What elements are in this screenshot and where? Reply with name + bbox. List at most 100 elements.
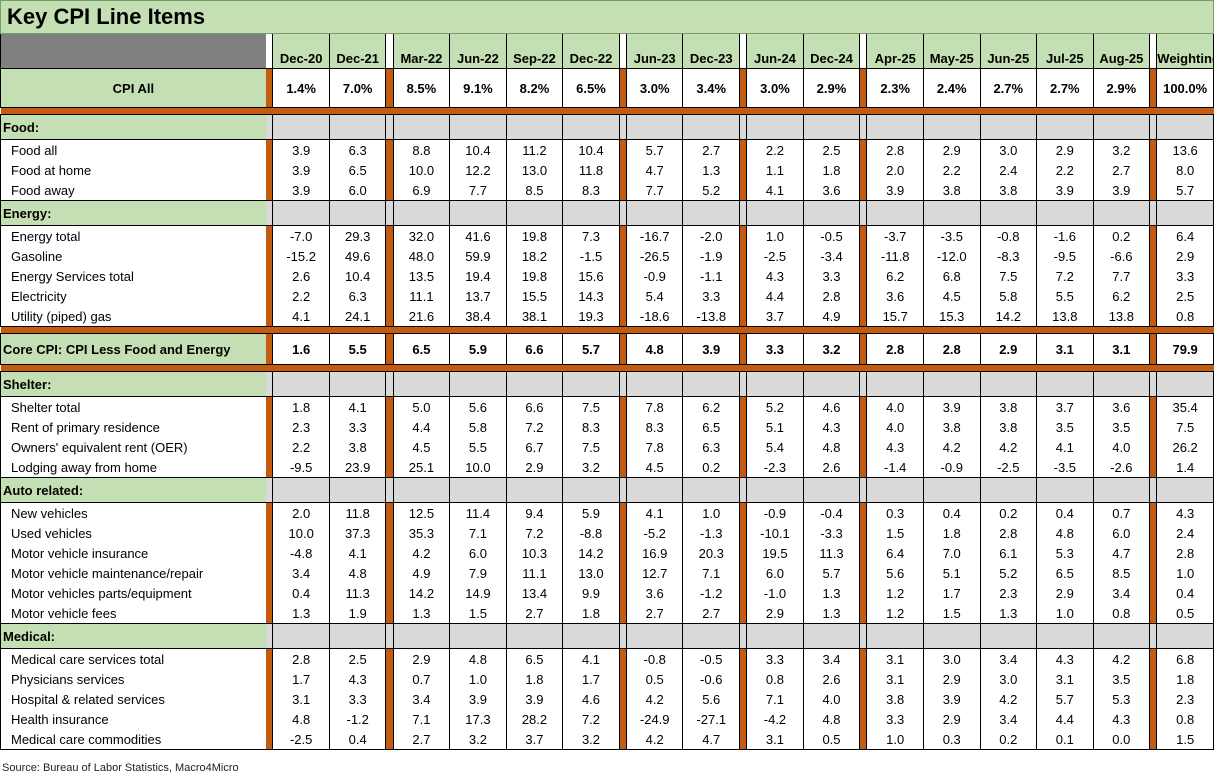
row-value: 4.8 bbox=[802, 437, 861, 457]
section-header-fill bbox=[625, 623, 684, 649]
core-cpi-value: 1.6 bbox=[272, 333, 330, 365]
section-header-fill bbox=[328, 114, 387, 140]
row-value: 19.8 bbox=[505, 225, 564, 246]
source-note: Source: Bureau of Labor Statistics, Macr… bbox=[2, 762, 239, 774]
column-separator bbox=[1149, 523, 1157, 543]
row-value: 5.3 bbox=[1036, 543, 1094, 563]
row-value: 2.9 bbox=[1156, 246, 1214, 266]
row-value: 5.7 bbox=[802, 563, 861, 583]
row-value: 5.8 bbox=[449, 417, 507, 437]
row-value: 8.5 bbox=[505, 180, 564, 201]
column-separator bbox=[619, 543, 627, 563]
row-label: Energy Services total bbox=[0, 266, 266, 286]
column-separator bbox=[859, 139, 867, 160]
row-value: 3.4 bbox=[1092, 583, 1151, 603]
row-value: 4.8 bbox=[449, 648, 507, 669]
row-value: 3.8 bbox=[979, 180, 1038, 201]
column-separator bbox=[859, 246, 867, 266]
row-value: 7.7 bbox=[625, 180, 684, 201]
row-value: 2.5 bbox=[1156, 286, 1214, 306]
row-value: 0.1 bbox=[1036, 729, 1094, 750]
column-separator bbox=[385, 286, 394, 306]
row-label: Motor vehicle fees bbox=[0, 603, 266, 624]
row-value: 4.4 bbox=[746, 286, 804, 306]
row-value: 0.0 bbox=[1092, 729, 1151, 750]
row-label: Electricity bbox=[0, 286, 266, 306]
row-value: 1.8 bbox=[562, 603, 620, 624]
row-value: 14.2 bbox=[562, 543, 620, 563]
row-value: 3.8 bbox=[922, 180, 981, 201]
column-separator bbox=[619, 200, 627, 226]
row-value: 2.6 bbox=[802, 669, 861, 689]
row-value: 11.8 bbox=[328, 502, 387, 523]
row-value: -2.5 bbox=[272, 729, 330, 750]
row-value: 59.9 bbox=[449, 246, 507, 266]
row-label: Owners' equivalent rent (OER) bbox=[0, 437, 266, 457]
row-value: 7.7 bbox=[449, 180, 507, 201]
column-separator bbox=[619, 563, 627, 583]
row-value: 3.9 bbox=[505, 689, 564, 709]
section-header-row: Food: bbox=[0, 114, 1214, 140]
section-header-fill bbox=[1092, 477, 1151, 503]
row-value: 13.0 bbox=[505, 160, 564, 180]
column-separator bbox=[859, 180, 867, 201]
core-cpi-value: 6.6 bbox=[505, 333, 564, 365]
column-header: Aug-25 bbox=[1092, 34, 1151, 69]
row-value: 1.3 bbox=[392, 603, 451, 624]
row-value: 2.7 bbox=[1092, 160, 1151, 180]
column-separator bbox=[619, 623, 627, 649]
row-value: -0.5 bbox=[802, 225, 861, 246]
row-value: -13.8 bbox=[682, 306, 741, 327]
row-value: 6.0 bbox=[449, 543, 507, 563]
row-value: -3.5 bbox=[922, 225, 981, 246]
section-header-fill bbox=[392, 114, 451, 140]
row-value: 2.7 bbox=[392, 729, 451, 750]
row-value: 4.2 bbox=[1092, 648, 1151, 669]
row-value: 13.4 bbox=[505, 583, 564, 603]
column-separator bbox=[739, 34, 747, 69]
column-separator bbox=[859, 34, 867, 69]
row-value: 6.2 bbox=[1092, 286, 1151, 306]
column-separator bbox=[859, 543, 867, 563]
row-value: 13.8 bbox=[1036, 306, 1094, 327]
column-separator bbox=[739, 68, 747, 108]
column-separator bbox=[385, 457, 394, 478]
row-value: 3.9 bbox=[272, 180, 330, 201]
row-value: 17.3 bbox=[449, 709, 507, 729]
core-cpi-label: Core CPI: CPI Less Food and Energy bbox=[0, 333, 266, 365]
row-value: 7.3 bbox=[562, 225, 620, 246]
section-header-fill bbox=[802, 623, 861, 649]
row-value: 2.8 bbox=[1156, 543, 1214, 563]
column-header: May-25 bbox=[922, 34, 981, 69]
row-value: 1.2 bbox=[866, 603, 924, 624]
row-value: 2.4 bbox=[1156, 523, 1214, 543]
row-value: 2.2 bbox=[922, 160, 981, 180]
row-value: 0.7 bbox=[392, 669, 451, 689]
row-value: 11.4 bbox=[449, 502, 507, 523]
row-value: 14.2 bbox=[979, 306, 1038, 327]
section-header-fill bbox=[505, 371, 564, 397]
cpi-all-value: 2.3% bbox=[866, 68, 924, 108]
row-value: 1.8 bbox=[505, 669, 564, 689]
row-value: 2.9 bbox=[1036, 583, 1094, 603]
column-separator bbox=[265, 603, 273, 624]
row-value: 3.8 bbox=[328, 437, 387, 457]
row-label: Shelter total bbox=[0, 396, 266, 417]
column-separator bbox=[265, 502, 273, 523]
row-value: 32.0 bbox=[392, 225, 451, 246]
row-value: 10.4 bbox=[562, 139, 620, 160]
row-value: 3.5 bbox=[1036, 417, 1094, 437]
row-value: 0.2 bbox=[979, 502, 1038, 523]
row-value: 3.9 bbox=[272, 160, 330, 180]
section-header-fill bbox=[979, 477, 1038, 503]
column-separator bbox=[619, 689, 627, 709]
column-separator bbox=[739, 689, 747, 709]
section-header-fill bbox=[328, 477, 387, 503]
row-value: 1.5 bbox=[1156, 729, 1214, 750]
row-value: 3.5 bbox=[1092, 669, 1151, 689]
row-value: 10.0 bbox=[272, 523, 330, 543]
row-value: 1.0 bbox=[1036, 603, 1094, 624]
row-label: Medical care commodities bbox=[0, 729, 266, 750]
column-separator bbox=[739, 266, 747, 286]
section-header-fill bbox=[1092, 371, 1151, 397]
